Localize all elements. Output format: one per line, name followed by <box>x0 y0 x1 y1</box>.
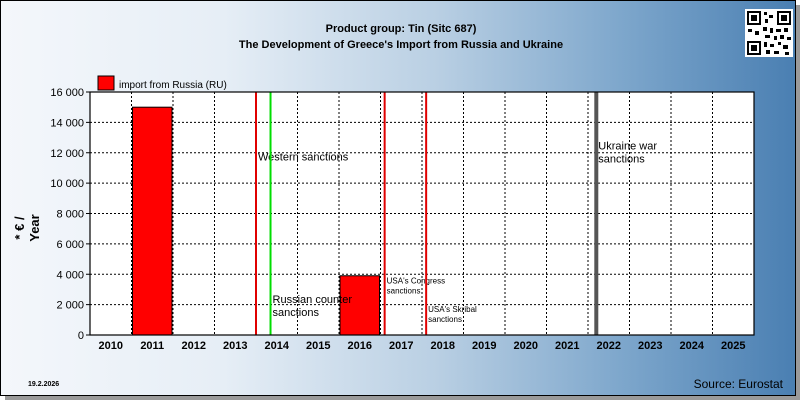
sanction-label-2: USA's Congress sanctions <box>387 276 445 295</box>
y-tick-label: 6 000 <box>56 239 84 251</box>
legend-label: import from Russia (RU) <box>119 80 227 91</box>
bar-2011 <box>132 106 173 336</box>
y-tick-label: 14 000 <box>50 117 84 129</box>
x-tick-label: 2024 <box>680 340 705 352</box>
x-tick-label: 2014 <box>265 340 290 352</box>
bar-2016 <box>339 275 380 336</box>
y-tick-label: 16 000 <box>50 87 84 99</box>
date-stamp: 19.2.2026 <box>28 381 60 388</box>
chart-title: Product group: Tin (Sitc 687) <box>325 23 477 35</box>
y-tick-label: 4 000 <box>56 269 84 281</box>
sanction-label-1: Russian counter sanctions <box>273 294 353 319</box>
x-tick-label: 2010 <box>99 340 123 352</box>
y-tick-label: 8 000 <box>56 209 84 221</box>
x-tick-label: 2020 <box>514 340 538 352</box>
x-tick-label: 2022 <box>597 340 621 352</box>
sanction-label-3: USA's Skribal sanctions <box>428 305 477 324</box>
x-tick-label: 2023 <box>638 340 662 352</box>
x-tick-label: 2025 <box>721 340 745 352</box>
legend-swatch <box>97 75 115 91</box>
y-tick-label: 2 000 <box>56 300 84 312</box>
x-tick-label: 2016 <box>348 340 372 352</box>
sanction-label-0: Western sanctions <box>258 151 349 163</box>
x-tick-label: 2018 <box>431 340 455 352</box>
x-tick-label: 2012 <box>182 340 206 352</box>
source-label: Source: Eurostat <box>693 377 783 391</box>
x-tick-label: 2011 <box>140 340 164 352</box>
x-tick-label: 2019 <box>472 340 496 352</box>
y-tick-label: 12 000 <box>50 148 84 160</box>
x-tick-label: 2021 <box>555 340 579 352</box>
x-tick-label: 2013 <box>223 340 247 352</box>
y-tick-label: 10 000 <box>50 178 84 190</box>
qr-code-icon[interactable] <box>745 9 793 57</box>
sanction-label-4: Ukraine war sanctions <box>598 141 657 166</box>
x-tick-label: 2017 <box>389 340 413 352</box>
chart-subtitle: The Development of Greece's Import from … <box>238 39 564 51</box>
y-tick-label: 0 <box>78 330 84 342</box>
x-tick-label: 2015 <box>306 340 330 352</box>
